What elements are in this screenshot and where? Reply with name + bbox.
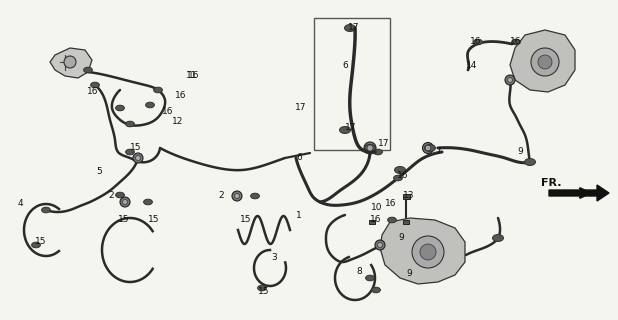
Circle shape — [64, 56, 76, 68]
Circle shape — [135, 156, 140, 161]
Text: 16: 16 — [397, 171, 408, 180]
Ellipse shape — [41, 207, 51, 213]
Text: 13: 13 — [403, 190, 415, 199]
Ellipse shape — [394, 175, 402, 181]
Text: 15: 15 — [258, 287, 269, 297]
Circle shape — [232, 191, 242, 201]
Polygon shape — [380, 218, 465, 284]
Ellipse shape — [366, 275, 375, 281]
Bar — [403, 220, 409, 224]
Ellipse shape — [394, 166, 405, 173]
Ellipse shape — [493, 235, 504, 242]
Ellipse shape — [525, 158, 536, 165]
Text: 17: 17 — [348, 23, 360, 33]
Ellipse shape — [143, 199, 153, 205]
Text: 17: 17 — [345, 124, 357, 132]
Circle shape — [367, 145, 373, 151]
Bar — [314, 18, 390, 150]
Circle shape — [423, 142, 433, 154]
Text: 2: 2 — [218, 191, 224, 201]
Circle shape — [120, 197, 130, 207]
Text: 16: 16 — [188, 70, 200, 79]
Circle shape — [133, 153, 143, 163]
Ellipse shape — [125, 149, 134, 155]
Circle shape — [425, 145, 431, 151]
Text: 17: 17 — [295, 103, 307, 113]
Text: 14: 14 — [466, 61, 477, 70]
Text: 16: 16 — [175, 91, 187, 100]
Ellipse shape — [425, 145, 436, 151]
Text: 16: 16 — [385, 199, 397, 209]
FancyArrow shape — [549, 185, 609, 201]
Ellipse shape — [344, 25, 355, 31]
Ellipse shape — [365, 145, 376, 151]
Text: 7: 7 — [435, 148, 441, 156]
Text: 16: 16 — [510, 37, 522, 46]
Text: 9: 9 — [406, 268, 412, 277]
Text: 16: 16 — [370, 215, 381, 225]
Circle shape — [531, 48, 559, 76]
Bar — [369, 220, 375, 224]
Circle shape — [507, 77, 512, 83]
Ellipse shape — [116, 192, 124, 198]
Ellipse shape — [512, 39, 520, 45]
Text: 15: 15 — [35, 237, 46, 246]
Circle shape — [538, 55, 552, 69]
Text: 15: 15 — [130, 143, 142, 153]
Text: 16: 16 — [87, 86, 98, 95]
Circle shape — [364, 142, 376, 154]
Ellipse shape — [258, 285, 266, 291]
Circle shape — [420, 244, 436, 260]
Text: 1: 1 — [296, 212, 302, 220]
Circle shape — [505, 75, 515, 85]
Text: 9: 9 — [517, 148, 523, 156]
Text: 12: 12 — [172, 116, 184, 125]
Text: 6: 6 — [296, 153, 302, 162]
Ellipse shape — [339, 126, 350, 133]
Text: FR.: FR. — [541, 178, 562, 188]
Text: 2: 2 — [108, 191, 114, 201]
Text: 4: 4 — [18, 199, 23, 209]
Text: 15: 15 — [148, 215, 159, 225]
Ellipse shape — [146, 102, 154, 108]
Text: 3: 3 — [271, 253, 277, 262]
Ellipse shape — [83, 67, 93, 73]
Ellipse shape — [32, 242, 40, 248]
Circle shape — [375, 240, 385, 250]
Circle shape — [412, 236, 444, 268]
Text: 8: 8 — [356, 268, 362, 276]
Circle shape — [122, 199, 127, 204]
Text: 11: 11 — [186, 70, 198, 79]
Polygon shape — [510, 30, 575, 92]
Circle shape — [234, 194, 240, 198]
Ellipse shape — [473, 39, 483, 45]
Text: 16: 16 — [470, 37, 481, 46]
Bar — [402, 194, 410, 198]
Text: 17: 17 — [378, 140, 389, 148]
Ellipse shape — [154, 87, 163, 93]
Ellipse shape — [251, 193, 260, 199]
Polygon shape — [50, 48, 92, 78]
Ellipse shape — [374, 149, 383, 155]
Ellipse shape — [116, 105, 124, 111]
Text: 10: 10 — [371, 204, 383, 212]
Text: 5: 5 — [96, 167, 102, 177]
Ellipse shape — [371, 287, 381, 293]
Text: 16: 16 — [162, 108, 174, 116]
Ellipse shape — [91, 82, 99, 88]
Ellipse shape — [387, 217, 396, 223]
Text: 15: 15 — [118, 215, 130, 225]
Circle shape — [378, 243, 383, 247]
Text: 6: 6 — [342, 60, 348, 69]
Ellipse shape — [125, 121, 134, 127]
Text: 9: 9 — [398, 234, 404, 243]
Text: 15: 15 — [240, 215, 252, 225]
